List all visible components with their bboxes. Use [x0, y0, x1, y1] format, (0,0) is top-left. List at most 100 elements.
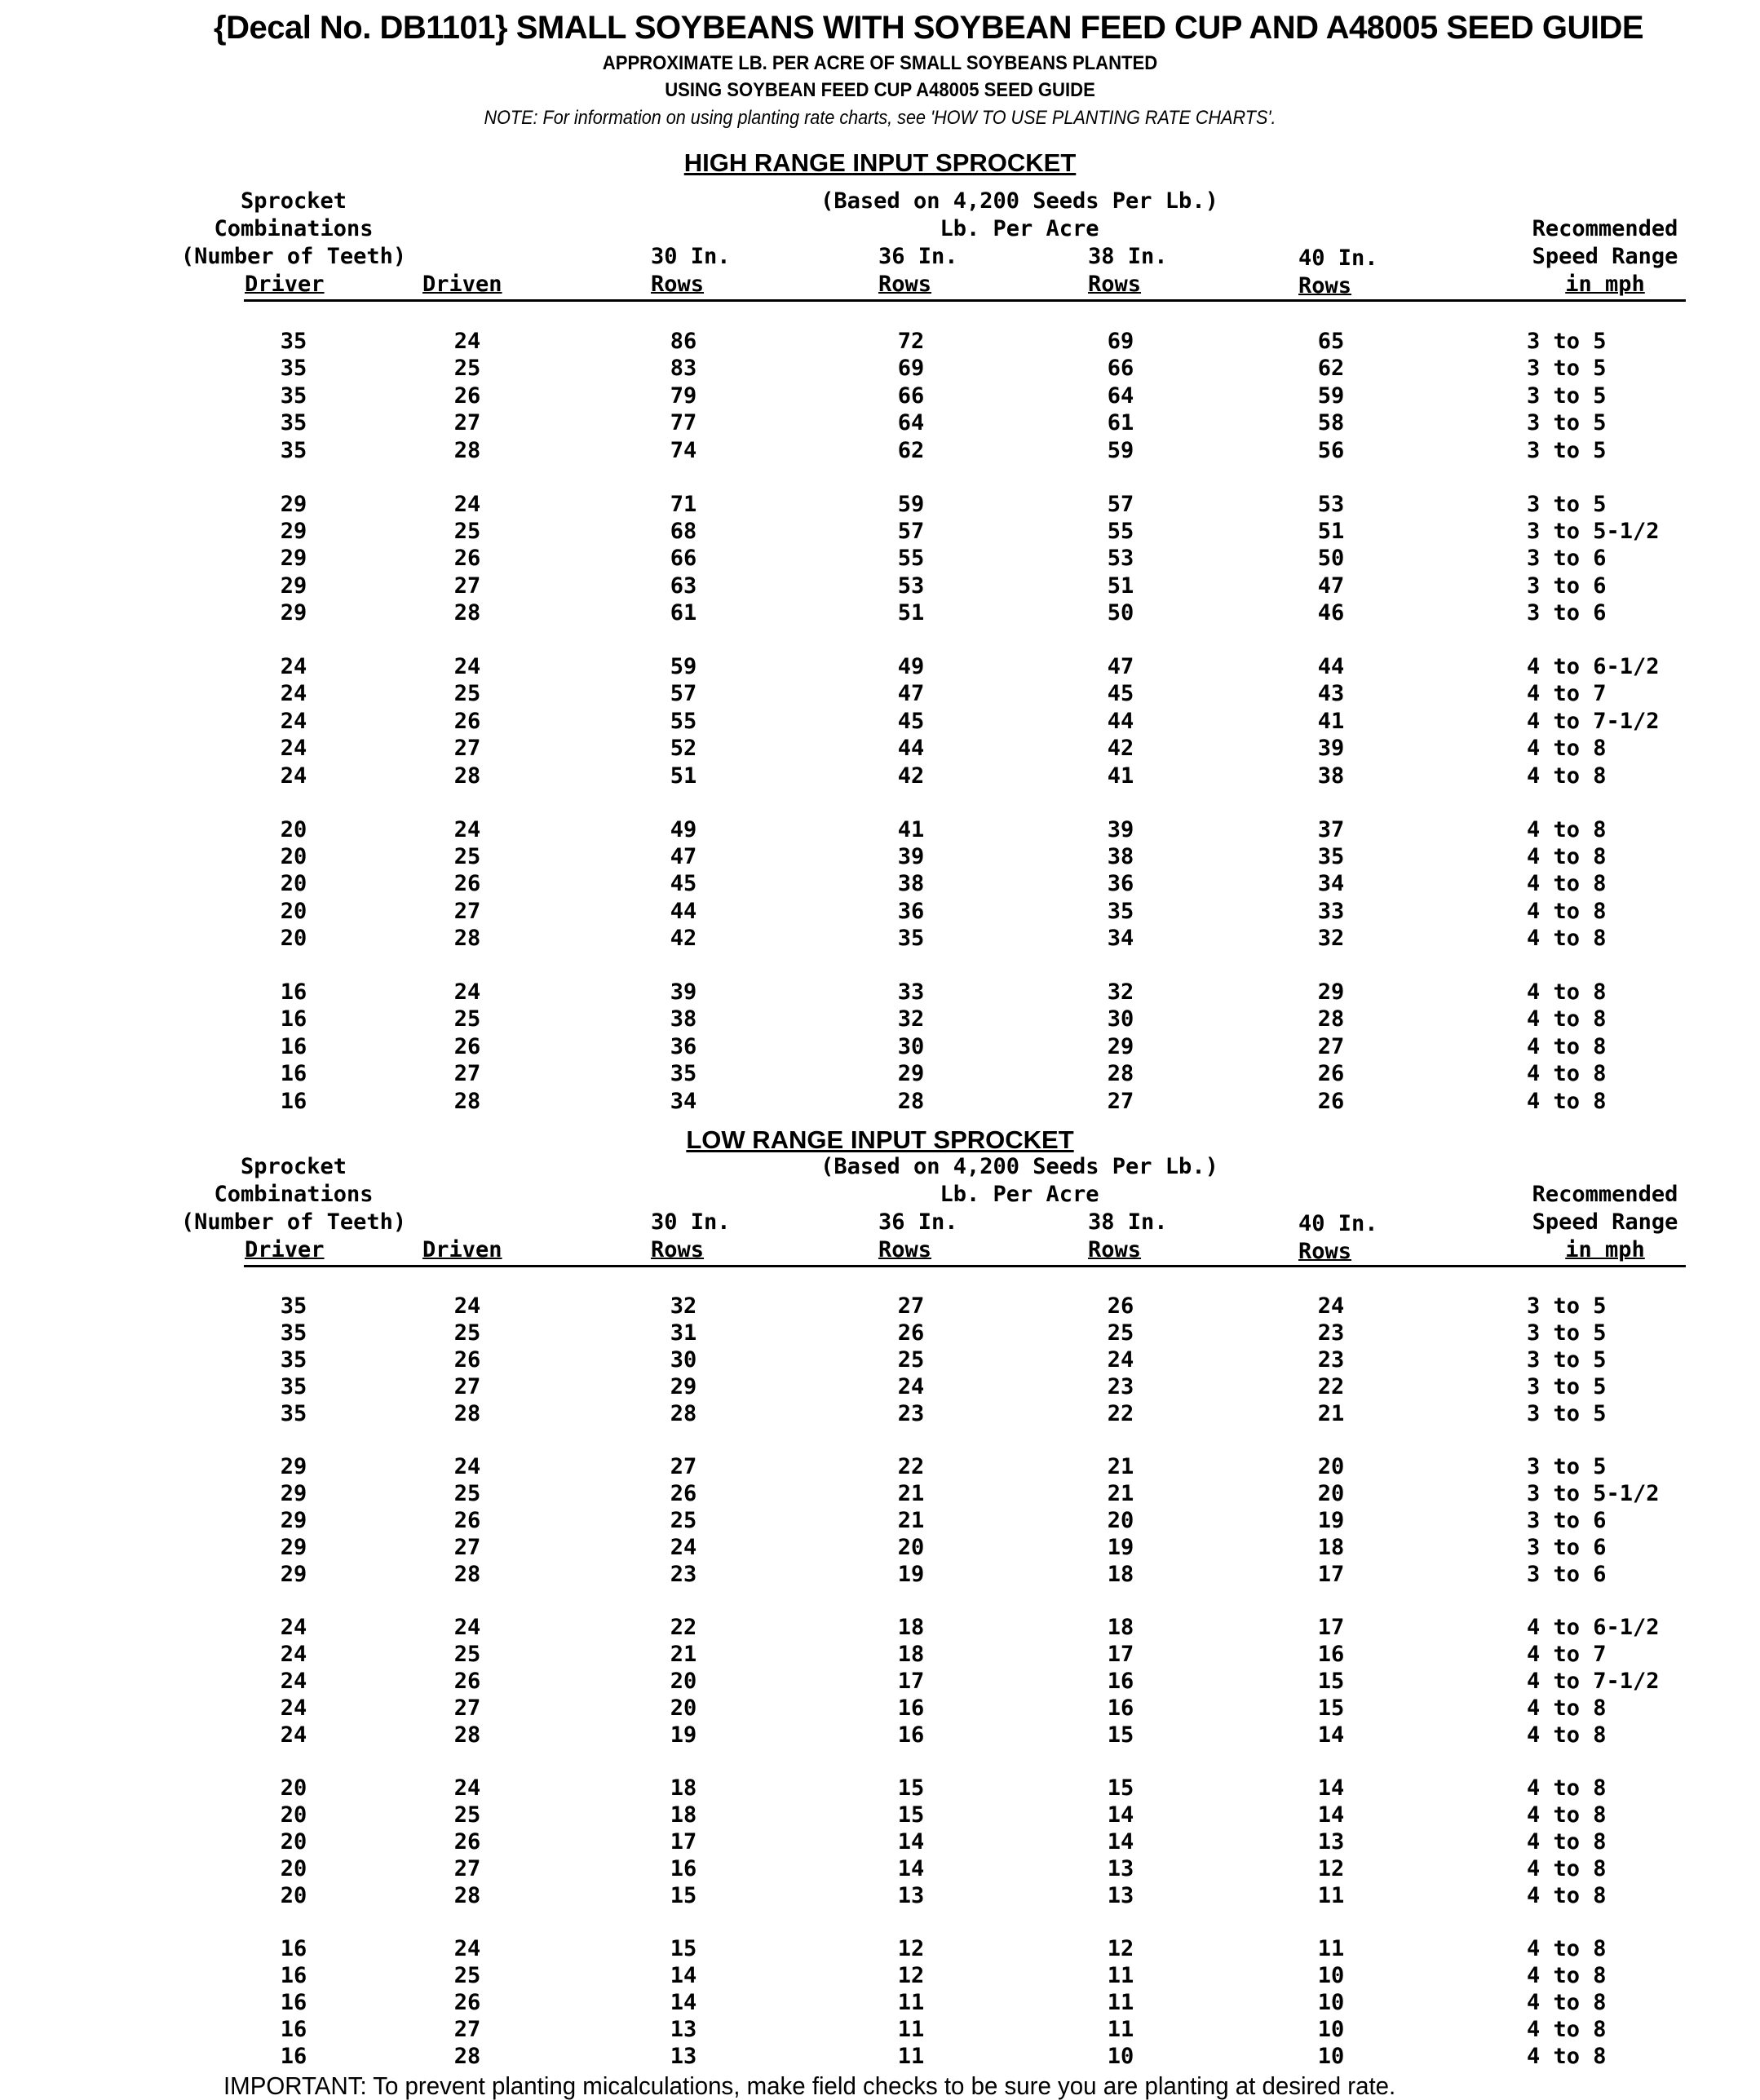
- table-cell-lb-30in-rows: 22: [670, 1615, 697, 1640]
- header-rule: [244, 1265, 1686, 1267]
- column-header-rows: Rows: [1088, 272, 1142, 297]
- table-cell-lb-40in-rows: 39: [1317, 736, 1345, 761]
- table-cell-lb-36in-rows: 33: [897, 979, 925, 1005]
- header-rule: [244, 299, 1686, 302]
- table-cell-lb-38in-rows: 11: [1107, 1963, 1134, 1988]
- table-cell-speed-range: 4 to 6-1/2: [1527, 654, 1660, 679]
- table-cell-lb-36in-rows: 41: [897, 817, 925, 842]
- table-cell-driven: 25: [453, 1320, 481, 1346]
- table-cell-lb-30in-rows: 51: [670, 763, 697, 789]
- table-cell-lb-36in-rows: 28: [897, 1089, 925, 1114]
- table-cell-driver: 29: [280, 1481, 307, 1506]
- table-cell-lb-36in-rows: 64: [897, 410, 925, 435]
- table-cell-lb-38in-rows: 44: [1107, 709, 1134, 734]
- table-cell-driven: 27: [453, 899, 481, 924]
- column-header-sprocket: Sprocket: [240, 1154, 347, 1179]
- table-cell-lb-30in-rows: 45: [670, 871, 697, 896]
- table-cell-driven: 26: [453, 1669, 481, 1694]
- table-cell-driven: 27: [453, 1856, 481, 1881]
- table-cell-driven: 26: [453, 1347, 481, 1373]
- table-cell-lb-40in-rows: 10: [1317, 1990, 1345, 2015]
- table-cell-speed-range: 3 to 5: [1527, 383, 1607, 409]
- column-header-col36: 36 In.: [878, 1209, 958, 1235]
- table-cell-lb-40in-rows: 14: [1317, 1775, 1345, 1801]
- table-cell-speed-range: 3 to 6: [1527, 1535, 1607, 1560]
- table-cell-lb-40in-rows: 32: [1317, 926, 1345, 951]
- table-cell-driver: 24: [280, 1695, 307, 1721]
- table-cell-lb-30in-rows: 14: [670, 1990, 697, 2015]
- table-cell-lb-30in-rows: 55: [670, 709, 697, 734]
- column-header-lb-per-acre: Lb. Per Acre: [940, 216, 1099, 241]
- table-cell-driven: 27: [453, 573, 481, 599]
- table-cell-lb-30in-rows: 15: [670, 1883, 697, 1908]
- table-cell-lb-40in-rows: 22: [1317, 1374, 1345, 1399]
- table-cell-driven: 28: [453, 926, 481, 951]
- table-cell-lb-40in-rows: 14: [1317, 1722, 1345, 1748]
- table-cell-driven: 27: [453, 410, 481, 435]
- table-cell-speed-range: 4 to 8: [1527, 1006, 1607, 1032]
- table-cell-driven: 28: [453, 1401, 481, 1426]
- table-cell-lb-30in-rows: 39: [670, 979, 697, 1005]
- column-header-teeth: (Number of Teeth): [180, 244, 407, 269]
- table-cell-driver: 29: [280, 1508, 307, 1533]
- table-cell-lb-38in-rows: 25: [1107, 1320, 1134, 1346]
- table-cell-lb-40in-rows: 58: [1317, 410, 1345, 435]
- table-cell-lb-38in-rows: 69: [1107, 329, 1134, 354]
- table-cell-lb-30in-rows: 52: [670, 736, 697, 761]
- table-cell-lb-38in-rows: 27: [1107, 1089, 1134, 1114]
- table-cell-lb-30in-rows: 83: [670, 356, 697, 381]
- column-header-combinations: Combinations: [214, 1182, 374, 1207]
- column-header-teeth: (Number of Teeth): [180, 1209, 407, 1235]
- table-cell-lb-40in-rows: 53: [1317, 492, 1345, 517]
- table-cell-driven: 24: [453, 654, 481, 679]
- table-cell-driven: 24: [453, 1775, 481, 1801]
- table-cell-lb-36in-rows: 25: [897, 1347, 925, 1373]
- table-cell-lb-36in-rows: 26: [897, 1320, 925, 1346]
- table-cell-speed-range: 4 to 8: [1527, 1802, 1607, 1828]
- table-cell-lb-38in-rows: 21: [1107, 1481, 1134, 1506]
- table-cell-lb-38in-rows: 17: [1107, 1642, 1134, 1667]
- table-cell-driver: 16: [280, 1990, 307, 2015]
- column-header-rows: Rows: [651, 1237, 705, 1262]
- table-cell-lb-30in-rows: 26: [670, 1481, 697, 1506]
- table-cell-speed-range: 4 to 7: [1527, 1642, 1607, 1667]
- table-cell-lb-36in-rows: 51: [897, 600, 925, 626]
- table-cell-lb-30in-rows: 57: [670, 681, 697, 706]
- table-cell-lb-40in-rows: 11: [1317, 1936, 1345, 1961]
- table-cell-speed-range: 3 to 5: [1527, 1347, 1607, 1373]
- table-cell-lb-30in-rows: 59: [670, 654, 697, 679]
- table-cell-driven: 24: [453, 492, 481, 517]
- table-cell-lb-40in-rows: 34: [1317, 871, 1345, 896]
- column-header-combinations: Combinations: [214, 216, 374, 241]
- table-cell-lb-38in-rows: 13: [1107, 1883, 1134, 1908]
- table-cell-lb-36in-rows: 69: [897, 356, 925, 381]
- table-cell-driver: 20: [280, 871, 307, 896]
- table-cell-lb-40in-rows: 62: [1317, 356, 1345, 381]
- column-header-rows: Rows: [1298, 273, 1352, 298]
- table-cell-speed-range: 4 to 8: [1527, 979, 1607, 1005]
- table-cell-lb-30in-rows: 47: [670, 844, 697, 869]
- table-cell-lb-36in-rows: 12: [897, 1936, 925, 1961]
- table-cell-driven: 25: [453, 1642, 481, 1667]
- table-cell-driver: 20: [280, 1802, 307, 1828]
- table-cell-speed-range: 4 to 8: [1527, 1089, 1607, 1114]
- column-header-recommended: Recommended: [1532, 1182, 1678, 1207]
- table-cell-lb-36in-rows: 62: [897, 438, 925, 463]
- table-cell-lb-30in-rows: 32: [670, 1293, 697, 1319]
- table-cell-driven: 26: [453, 546, 481, 571]
- table-cell-lb-36in-rows: 13: [897, 1883, 925, 1908]
- table-cell-lb-38in-rows: 24: [1107, 1347, 1134, 1373]
- table-cell-speed-range: 3 to 5: [1527, 410, 1607, 435]
- table-cell-driver: 16: [280, 1089, 307, 1114]
- table-cell-speed-range: 3 to 6: [1527, 573, 1607, 599]
- table-cell-lb-40in-rows: 50: [1317, 546, 1345, 571]
- table-cell-driven: 25: [453, 356, 481, 381]
- table-cell-lb-30in-rows: 71: [670, 492, 697, 517]
- table-cell-speed-range: 4 to 8: [1527, 899, 1607, 924]
- table-cell-lb-38in-rows: 53: [1107, 546, 1134, 571]
- table-cell-driven: 25: [453, 1481, 481, 1506]
- table-cell-driven: 28: [453, 600, 481, 626]
- table-cell-lb-36in-rows: 44: [897, 736, 925, 761]
- table-cell-driver: 24: [280, 709, 307, 734]
- table-cell-lb-38in-rows: 11: [1107, 2017, 1134, 2042]
